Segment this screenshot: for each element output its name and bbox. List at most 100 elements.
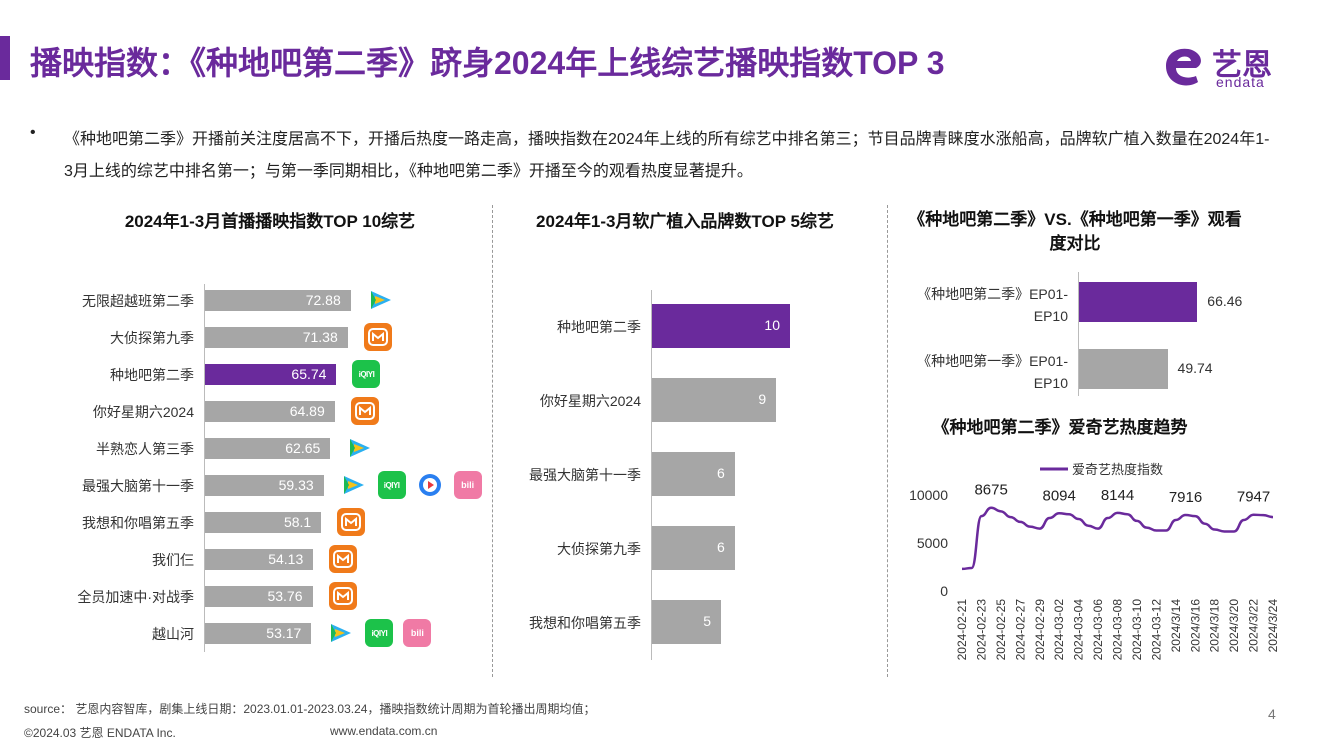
bilibili-icon: bili bbox=[403, 619, 432, 647]
tencent-video-icon bbox=[339, 471, 368, 499]
chart4-x-tick-label: 2024/3/22 bbox=[1247, 599, 1261, 653]
chart1-bars: 无限超越班第二季 72.88 大侦探第九季 71.38 种地吧第二季 65.74 iQIYI… bbox=[0, 0, 482, 647]
chart1-value-label: 71.38 bbox=[302, 329, 338, 345]
chart2-title: 2024年1-3月软广植入品牌数TOP 5综艺 bbox=[510, 210, 860, 234]
mango-tv-icon bbox=[329, 545, 358, 573]
chart3-value-label: 49.74 bbox=[1177, 360, 1213, 376]
chart4-x-tick-label: 2024-03-04 bbox=[1072, 599, 1086, 661]
chart4-x-tick-label: 2024-02-21 bbox=[955, 599, 969, 661]
chart4-x-tick-label: 2024-03-12 bbox=[1149, 599, 1163, 661]
logo-text: 艺恩 bbox=[1212, 49, 1272, 82]
footer-source: source： 艺恩内容智库，剧集上线日期：2023.01.01-2023.03… bbox=[24, 702, 596, 716]
separator-1 bbox=[492, 205, 493, 677]
logo-subtext: endata bbox=[1216, 74, 1265, 90]
chart4-x-tick-label: 2024-02-29 bbox=[1033, 599, 1047, 661]
chart2-bars: 种地吧第二季 10 你好星期六2024 9 最强大脑第十一季 6 大侦探第九季 6 我想和你唱第… bbox=[0, 0, 790, 644]
chart1-value-label: 65.74 bbox=[291, 366, 327, 382]
chart4-y-tick-label: 5000 bbox=[917, 535, 948, 551]
chart2-bar bbox=[652, 304, 790, 348]
chart4-series-line bbox=[961, 506, 1274, 571]
chart1-category-label: 我们仨 bbox=[152, 552, 194, 568]
chart2-bar bbox=[652, 600, 721, 644]
chart1-category-label: 大侦探第九季 bbox=[110, 330, 194, 346]
chart3-bar bbox=[1079, 282, 1198, 322]
chart2-axis bbox=[651, 290, 652, 660]
chart1-value-label: 58.1 bbox=[283, 514, 312, 530]
chart4-line-chart: 0 5000 10000 爱奇艺热度指数 8675 8094 8144 7916 7947 202… bbox=[909, 462, 1280, 661]
chart1-category-label: 半熟恋人第三季 bbox=[96, 441, 194, 457]
chart2-bar bbox=[652, 378, 777, 422]
chart4-x-tick-label: 2024/3/14 bbox=[1169, 599, 1183, 653]
summary-text: 《种地吧第二季》开播前关注度居高不下，开播后热度一路走高，播映指数在2024年上… bbox=[64, 131, 1270, 180]
endata-logo: 艺恩 endata bbox=[1160, 40, 1300, 90]
separator-2 bbox=[887, 205, 888, 677]
chart2-category-label: 你好星期六2024 bbox=[539, 393, 641, 409]
chart4-data-label: 8675 bbox=[974, 482, 1007, 499]
chart2-bar bbox=[652, 526, 735, 570]
chart4-title: 《种地吧第二季》爱奇艺热度趋势 bbox=[932, 418, 1188, 437]
mango-tv-icon bbox=[328, 582, 357, 610]
chart2-value-label: 6 bbox=[717, 539, 725, 555]
chart4-x-tick-label: 2024-03-08 bbox=[1111, 599, 1125, 661]
chart2-value-label: 6 bbox=[717, 465, 725, 481]
chart3-bars: 《种地吧第二季》EP01-EP10 66.46 《种地吧第一季》EP01-EP10 4… bbox=[0, 0, 1242, 391]
chart4-data-label: 8144 bbox=[1101, 487, 1134, 504]
chart4-x-tick-label: 2024-02-23 bbox=[974, 599, 988, 661]
chart1-bar bbox=[205, 512, 322, 533]
chart2-category-label: 最强大脑第十一季 bbox=[529, 467, 641, 483]
chart1-bar bbox=[205, 364, 337, 385]
chart1-value-label: 54.13 bbox=[268, 551, 304, 567]
chart2-value-label: 9 bbox=[758, 391, 767, 407]
chart1-category-label: 全员加速中·对战季 bbox=[77, 589, 194, 605]
chart2-value-label: 5 bbox=[703, 613, 711, 629]
chart2-bar bbox=[652, 452, 735, 496]
chart2-category-label: 种地吧第二季 bbox=[557, 319, 641, 335]
tencent-video-icon bbox=[366, 286, 395, 314]
chart4-x-tick-label: 2024/3/18 bbox=[1208, 599, 1222, 653]
chart1-value-label: 64.89 bbox=[289, 403, 325, 419]
chart2-title-text: 2024年1-3月软广植入品牌数TOP 5综艺 bbox=[536, 212, 834, 231]
chart4-x-tick-label: 2024-03-02 bbox=[1052, 599, 1066, 661]
chart1-bar bbox=[205, 438, 331, 459]
chart1-value-label: 53.17 bbox=[266, 625, 302, 641]
chart4-legend-label: 爱奇艺热度指数 bbox=[1072, 462, 1163, 477]
chart3-value-label: 66.46 bbox=[1207, 293, 1243, 309]
chart3-category-label: 《种地吧第一季》EP01-EP10 bbox=[917, 353, 1068, 391]
iqiyi-icon: iQIYI bbox=[365, 619, 394, 647]
bilibili-icon: bili bbox=[453, 471, 482, 499]
mango-tv-icon bbox=[337, 508, 366, 536]
iqiyi-icon: iQIYI bbox=[377, 471, 406, 499]
page-title: 播映指数：《种地吧第二季》跻身2024年上线综艺播映指数TOP 3 bbox=[30, 45, 945, 81]
chart1-axis bbox=[204, 284, 205, 652]
chart1-category-label: 你好星期六2024 bbox=[92, 404, 194, 420]
chart4-y-tick-label: 0 bbox=[940, 583, 948, 599]
chart1-bar bbox=[205, 586, 313, 607]
chart1-value-label: 53.76 bbox=[267, 588, 303, 604]
chart1-bar bbox=[205, 623, 312, 644]
chart4-x-tick-label: 2024/3/24 bbox=[1266, 599, 1280, 653]
chart2-category-label: 大侦探第九季 bbox=[557, 541, 641, 557]
tencent-video-icon bbox=[346, 434, 375, 462]
footer-copyright: ©2024.03 艺恩 ENDATA Inc. bbox=[24, 726, 176, 740]
chart4-x-tick-label: 2024-03-10 bbox=[1130, 599, 1144, 661]
footer-website: www.endata.com.cn bbox=[330, 724, 438, 738]
chart1-category-label: 最强大脑第十一季 bbox=[82, 478, 194, 494]
iqiyi-icon: iQIYI bbox=[352, 360, 381, 388]
chart4-data-label: 7947 bbox=[1237, 489, 1270, 506]
chart3-title-text: 《种地吧第二季》VS.《种地吧第一季》观看度对比 bbox=[908, 210, 1242, 253]
chart1-bar bbox=[205, 327, 348, 348]
logo-mark-icon bbox=[1166, 48, 1201, 86]
chart4-x-tick-label: 2024-03-06 bbox=[1091, 599, 1105, 661]
chart2-category-label: 我想和你唱第五季 bbox=[529, 615, 641, 631]
chart1-value-label: 72.88 bbox=[305, 292, 341, 308]
chart1-bar bbox=[205, 290, 351, 311]
chart4-x-tick-label: 2024/3/16 bbox=[1188, 599, 1202, 653]
chart4-data-label: 8094 bbox=[1043, 487, 1076, 504]
chart3-title: 《种地吧第二季》VS.《种地吧第一季》观看度对比 bbox=[905, 208, 1245, 256]
chart2-value-label: 10 bbox=[764, 317, 780, 333]
chart1-category-label: 越山河 bbox=[152, 626, 194, 642]
chart1-category-label: 我想和你唱第五季 bbox=[82, 515, 194, 531]
chart1-bar bbox=[205, 549, 314, 570]
chart1-bar bbox=[205, 475, 324, 496]
tencent-video-icon bbox=[327, 619, 356, 647]
